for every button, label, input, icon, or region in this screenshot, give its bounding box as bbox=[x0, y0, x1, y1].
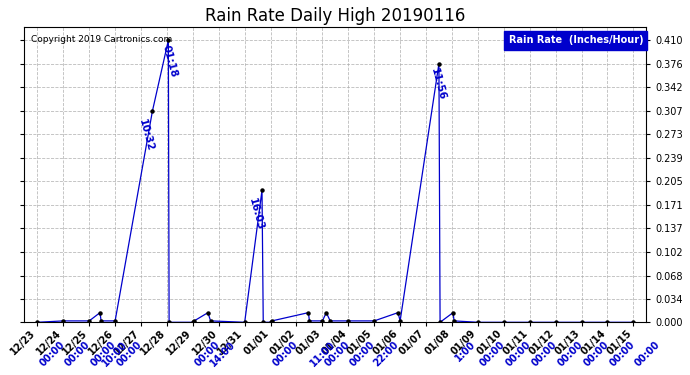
Text: 00:00: 00:00 bbox=[322, 339, 351, 369]
Text: 00:00: 00:00 bbox=[530, 339, 559, 369]
Text: 10:00: 10:00 bbox=[100, 339, 129, 369]
Text: 00:00: 00:00 bbox=[607, 339, 636, 369]
Text: 1:00: 1:00 bbox=[453, 339, 477, 364]
Text: 16:03: 16:03 bbox=[247, 197, 266, 232]
Text: 00:00: 00:00 bbox=[63, 339, 92, 369]
Text: 01:18: 01:18 bbox=[161, 44, 179, 78]
Text: 00:00: 00:00 bbox=[348, 339, 377, 369]
Text: 11:00: 11:00 bbox=[308, 339, 337, 369]
Text: Rain Rate  (Inches/Hour): Rain Rate (Inches/Hour) bbox=[509, 35, 643, 45]
Text: Copyright 2019 Cartronics.com: Copyright 2019 Cartronics.com bbox=[30, 35, 172, 44]
Text: 00:00: 00:00 bbox=[633, 339, 662, 369]
Text: 22:00: 22:00 bbox=[372, 339, 401, 369]
Text: 00:00: 00:00 bbox=[193, 339, 222, 369]
Text: 00:00: 00:00 bbox=[504, 339, 533, 369]
Text: 00:00: 00:00 bbox=[582, 339, 611, 369]
Text: 00:00: 00:00 bbox=[270, 339, 299, 369]
Text: 14:00: 14:00 bbox=[208, 339, 237, 369]
Text: 00:00: 00:00 bbox=[89, 339, 118, 369]
Text: 00:00: 00:00 bbox=[115, 339, 144, 369]
Text: 11:56: 11:56 bbox=[428, 67, 446, 102]
Text: 00:00: 00:00 bbox=[555, 339, 584, 369]
Text: 00:00: 00:00 bbox=[37, 339, 66, 369]
Title: Rain Rate Daily High 20190116: Rain Rate Daily High 20190116 bbox=[205, 7, 466, 25]
Text: 10:32: 10:32 bbox=[137, 118, 155, 153]
Text: 00:00: 00:00 bbox=[478, 339, 507, 369]
